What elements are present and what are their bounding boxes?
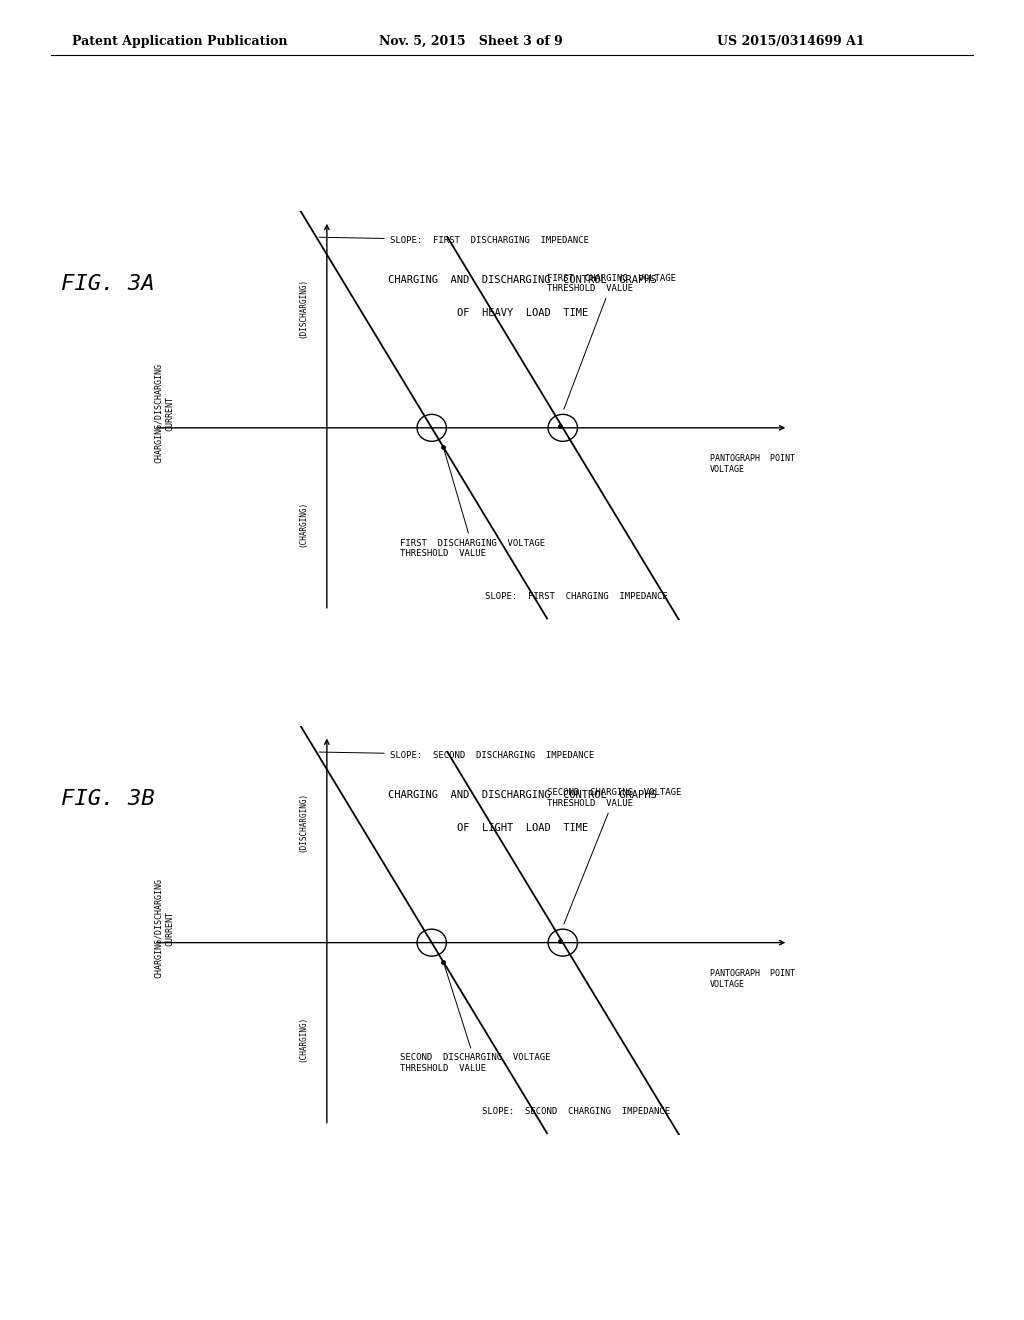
- Text: (DISCHARGING): (DISCHARGING): [299, 792, 308, 853]
- Text: Nov. 5, 2015   Sheet 3 of 9: Nov. 5, 2015 Sheet 3 of 9: [379, 34, 562, 48]
- Text: SLOPE:  SECOND  CHARGING  IMPEDANCE: SLOPE: SECOND CHARGING IMPEDANCE: [482, 1107, 670, 1115]
- Text: SLOPE:  FIRST  DISCHARGING  IMPEDANCE: SLOPE: FIRST DISCHARGING IMPEDANCE: [319, 236, 589, 246]
- Text: FIRST  CHARGING  VOLTAGE
THRESHOLD  VALUE: FIRST CHARGING VOLTAGE THRESHOLD VALUE: [547, 273, 676, 409]
- Text: FIRST  DISCHARGING  VOLTAGE
THRESHOLD  VALUE: FIRST DISCHARGING VOLTAGE THRESHOLD VALU…: [400, 450, 546, 558]
- Text: PANTOGRAPH  POINT
VOLTAGE: PANTOGRAPH POINT VOLTAGE: [710, 969, 795, 989]
- Text: SECOND  DISCHARGING  VOLTAGE
THRESHOLD  VALUE: SECOND DISCHARGING VOLTAGE THRESHOLD VAL…: [400, 965, 551, 1073]
- Text: FIG. 3A: FIG. 3A: [61, 275, 155, 294]
- Text: (CHARGING): (CHARGING): [299, 1016, 308, 1063]
- Text: CHARGING  AND  DISCHARGING  CONTROL  GRAPHS: CHARGING AND DISCHARGING CONTROL GRAPHS: [388, 791, 656, 800]
- Text: SLOPE:  SECOND  DISCHARGING  IMPEDANCE: SLOPE: SECOND DISCHARGING IMPEDANCE: [319, 751, 594, 760]
- Text: CHARGING/DISCHARGING
CURRENT: CHARGING/DISCHARGING CURRENT: [155, 878, 174, 978]
- Text: CHARGING/DISCHARGING
CURRENT: CHARGING/DISCHARGING CURRENT: [155, 363, 174, 463]
- Text: Patent Application Publication: Patent Application Publication: [72, 34, 287, 48]
- Text: OF  LIGHT  LOAD  TIME: OF LIGHT LOAD TIME: [457, 824, 588, 833]
- Text: SECOND  CHARGING  VOLTAGE
THRESHOLD  VALUE: SECOND CHARGING VOLTAGE THRESHOLD VALUE: [547, 788, 681, 924]
- Text: PANTOGRAPH  POINT
VOLTAGE: PANTOGRAPH POINT VOLTAGE: [710, 454, 795, 474]
- Text: US 2015/0314699 A1: US 2015/0314699 A1: [717, 34, 864, 48]
- Text: (CHARGING): (CHARGING): [299, 502, 308, 548]
- Text: CHARGING  AND  DISCHARGING  CONTROL  GRAPHS: CHARGING AND DISCHARGING CONTROL GRAPHS: [388, 276, 656, 285]
- Text: SLOPE:  FIRST  CHARGING  IMPEDANCE: SLOPE: FIRST CHARGING IMPEDANCE: [484, 593, 668, 601]
- Text: (DISCHARGING): (DISCHARGING): [299, 277, 308, 338]
- Text: FIG. 3B: FIG. 3B: [61, 789, 155, 809]
- Text: OF  HEAVY  LOAD  TIME: OF HEAVY LOAD TIME: [457, 309, 588, 318]
